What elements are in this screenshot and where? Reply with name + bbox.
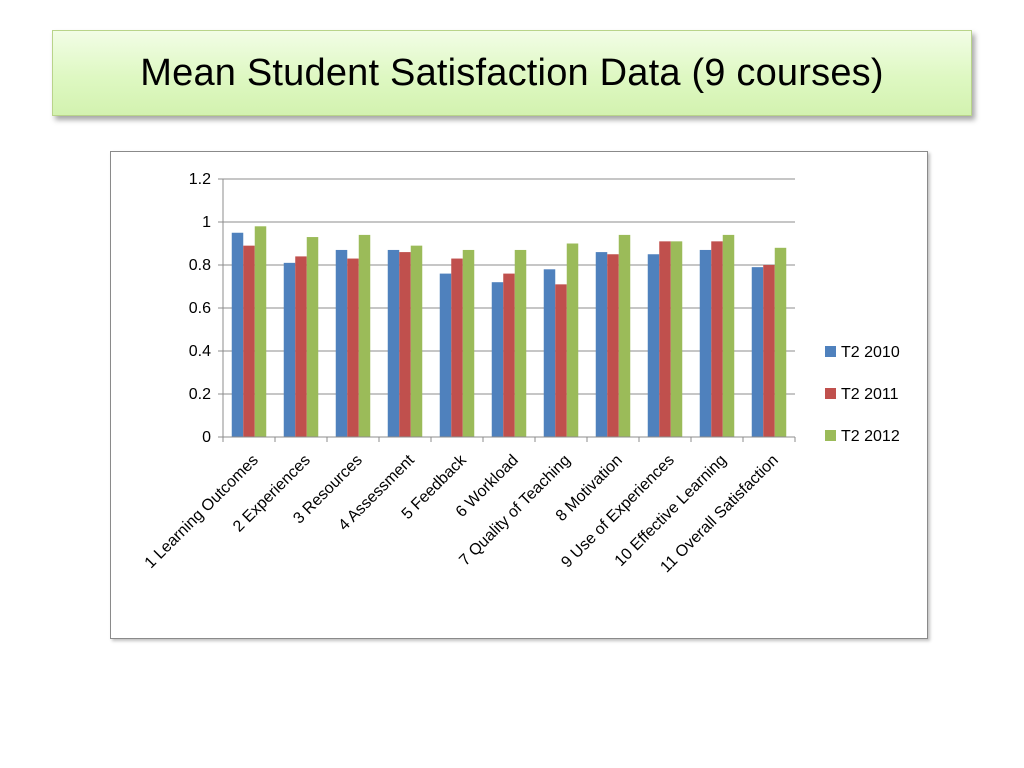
- legend-label: T2 2010: [841, 344, 900, 361]
- bar-t2-2012: [618, 234, 631, 437]
- y-tick-label: 0.4: [189, 343, 211, 360]
- bar-t2-2011: [243, 245, 255, 437]
- slide-title: Mean Student Satisfaction Data (9 course…: [140, 51, 884, 94]
- bar-t2-2012: [670, 241, 683, 437]
- legend: T2 2010 T2 2011 T2 2012: [825, 344, 900, 445]
- bar-t2-2010: [751, 267, 764, 437]
- bar-t2-2011: [659, 241, 671, 437]
- bar-t2-2012: [462, 249, 475, 437]
- bar-t2-2011: [503, 273, 515, 437]
- y-tick-label: 0.8: [189, 257, 211, 274]
- legend-swatch: [825, 430, 836, 441]
- bar-t2-2011: [347, 258, 359, 437]
- bar-t2-2010: [491, 282, 504, 437]
- legend-label: T2 2011: [841, 386, 899, 403]
- bar-t2-2012: [514, 249, 527, 437]
- bar-t2-2012: [722, 234, 735, 437]
- y-tick-labels: 0 0.2 0.4 0.6 0.8 1 1.2: [189, 171, 211, 446]
- chart-frame: 0 0.2 0.4 0.6 0.8 1 1.2 1 Learning Outcomes 2 E…: [110, 151, 928, 639]
- bar-t2-2010: [335, 249, 348, 437]
- bar-t2-2011: [295, 256, 307, 437]
- bar-t2-2012: [566, 243, 579, 437]
- bar-t2-2012: [358, 234, 371, 437]
- bar-t2-2010: [543, 269, 556, 437]
- bar-t2-2010: [699, 249, 712, 437]
- y-tick-label: 0: [202, 429, 211, 446]
- bar-t2-2011: [763, 265, 775, 437]
- bar-t2-2010: [595, 252, 608, 437]
- bars: [231, 226, 787, 437]
- bar-t2-2012: [410, 245, 423, 437]
- bar-t2-2010: [231, 232, 244, 437]
- bar-t2-2011: [451, 258, 463, 437]
- bar-t2-2011: [711, 241, 723, 437]
- legend-swatch: [825, 388, 836, 399]
- bar-t2-2011: [607, 254, 619, 437]
- bar-t2-2012: [254, 226, 267, 437]
- bar-t2-2010: [283, 262, 296, 437]
- legend-swatch: [825, 346, 836, 357]
- bar-t2-2010: [387, 249, 400, 437]
- y-tick-label: 0.2: [189, 386, 211, 403]
- y-tick-label: 1: [202, 214, 211, 231]
- bar-t2-2011: [555, 284, 567, 437]
- bar-t2-2010: [647, 254, 660, 437]
- y-tick-label: 0.6: [189, 300, 211, 317]
- legend-label: T2 2012: [841, 428, 900, 445]
- bar-t2-2012: [774, 247, 787, 437]
- bar-t2-2011: [399, 252, 411, 437]
- y-tick-label: 1.2: [189, 171, 211, 188]
- slide-title-box: Mean Student Satisfaction Data (9 course…: [52, 30, 972, 116]
- bar-t2-2012: [306, 237, 319, 437]
- axes: [218, 178, 796, 442]
- bar-t2-2010: [439, 273, 452, 437]
